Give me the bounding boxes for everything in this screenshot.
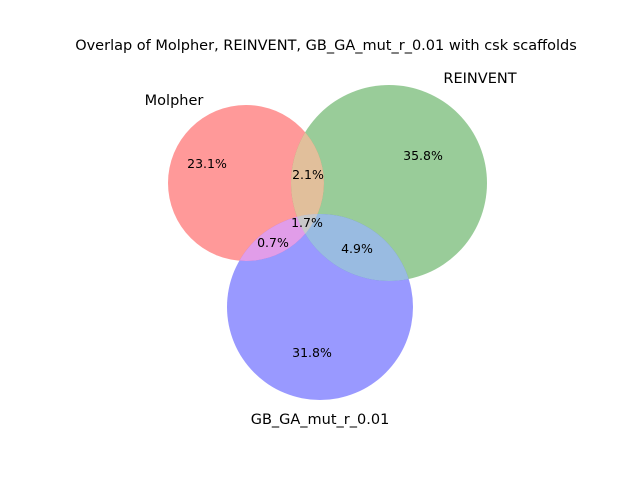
reinvent-gbga-overlap: [291, 214, 413, 281]
set-label-gbga: GB_GA_mut_r_0.01: [251, 412, 390, 428]
region-label-reinvent-only: 35.8%: [403, 148, 443, 163]
region-label-reinvent-gbga: 4.9%: [341, 241, 373, 256]
set-label-reinvent: REINVENT: [443, 71, 516, 87]
region-label-all: 1.7%: [291, 215, 323, 230]
region-label-gbga-only: 31.8%: [292, 345, 332, 360]
region-label-molpher-gbga: 0.7%: [257, 235, 289, 250]
region-label-molpher-reinvent: 2.1%: [292, 167, 324, 182]
set-label-molpher: Molpher: [145, 93, 204, 109]
region-label-molpher-only: 23.1%: [187, 156, 227, 171]
chart-title: Overlap of Molpher, REINVENT, GB_GA_mut_…: [75, 38, 577, 54]
